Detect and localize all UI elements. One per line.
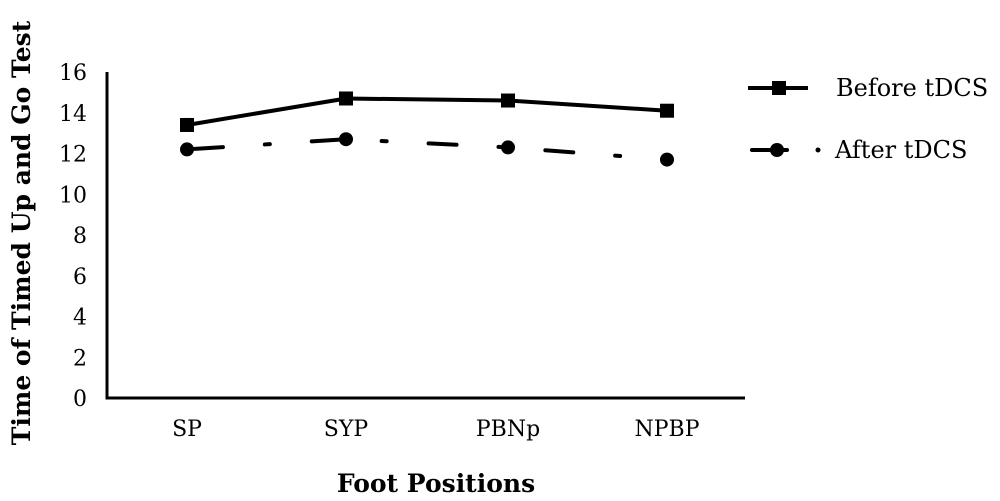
data-point	[339, 91, 353, 106]
series-line	[185, 96, 669, 127]
y-tick-label: 16	[59, 61, 87, 86]
x-axis-title: Foot Positions	[337, 469, 535, 498]
y-tick-label: 6	[73, 265, 87, 290]
x-tick-label: PBNp	[476, 417, 540, 442]
y-tick-label: 8	[73, 224, 87, 249]
series-before-tdcs	[180, 91, 674, 132]
data-point	[339, 132, 353, 147]
data-point	[501, 93, 515, 108]
legend-label: Before tDCS	[836, 74, 988, 102]
data-point	[501, 140, 515, 155]
y-tick-label: 14	[59, 102, 87, 127]
x-tick-label: SYP	[324, 417, 369, 442]
y-axis-title: Time of Timed Up and Go Test	[7, 20, 36, 445]
x-tick-labels: SP SYP PBNp NPBP	[172, 417, 700, 442]
data-point	[660, 152, 674, 167]
data-point	[180, 142, 194, 157]
series-layer	[180, 91, 674, 167]
axes	[105, 72, 745, 400]
y-tick-labels: 0 2 4 6 8 10 12 14 16	[59, 61, 87, 412]
legend-marker	[770, 143, 784, 157]
legend-item: After tDCS	[750, 136, 967, 164]
x-tick-label: SP	[172, 417, 202, 442]
series-line	[185, 137, 669, 162]
y-tick-label: 0	[73, 387, 87, 412]
x-tick-label: NPBP	[634, 417, 699, 442]
y-tick-label: 4	[73, 306, 87, 331]
legend-label: After tDCS	[834, 136, 967, 164]
y-tick-label: 10	[59, 183, 87, 208]
data-point	[180, 117, 194, 132]
legend-swatch-dot	[815, 147, 821, 153]
legend: Before tDCS After tDCS	[748, 74, 988, 164]
series-after-tdcs	[180, 132, 674, 167]
y-tick-label: 2	[73, 346, 87, 371]
legend-item: Before tDCS	[748, 74, 988, 102]
data-point	[660, 103, 674, 118]
legend-marker	[772, 81, 786, 95]
y-tick-label: 12	[59, 143, 87, 168]
